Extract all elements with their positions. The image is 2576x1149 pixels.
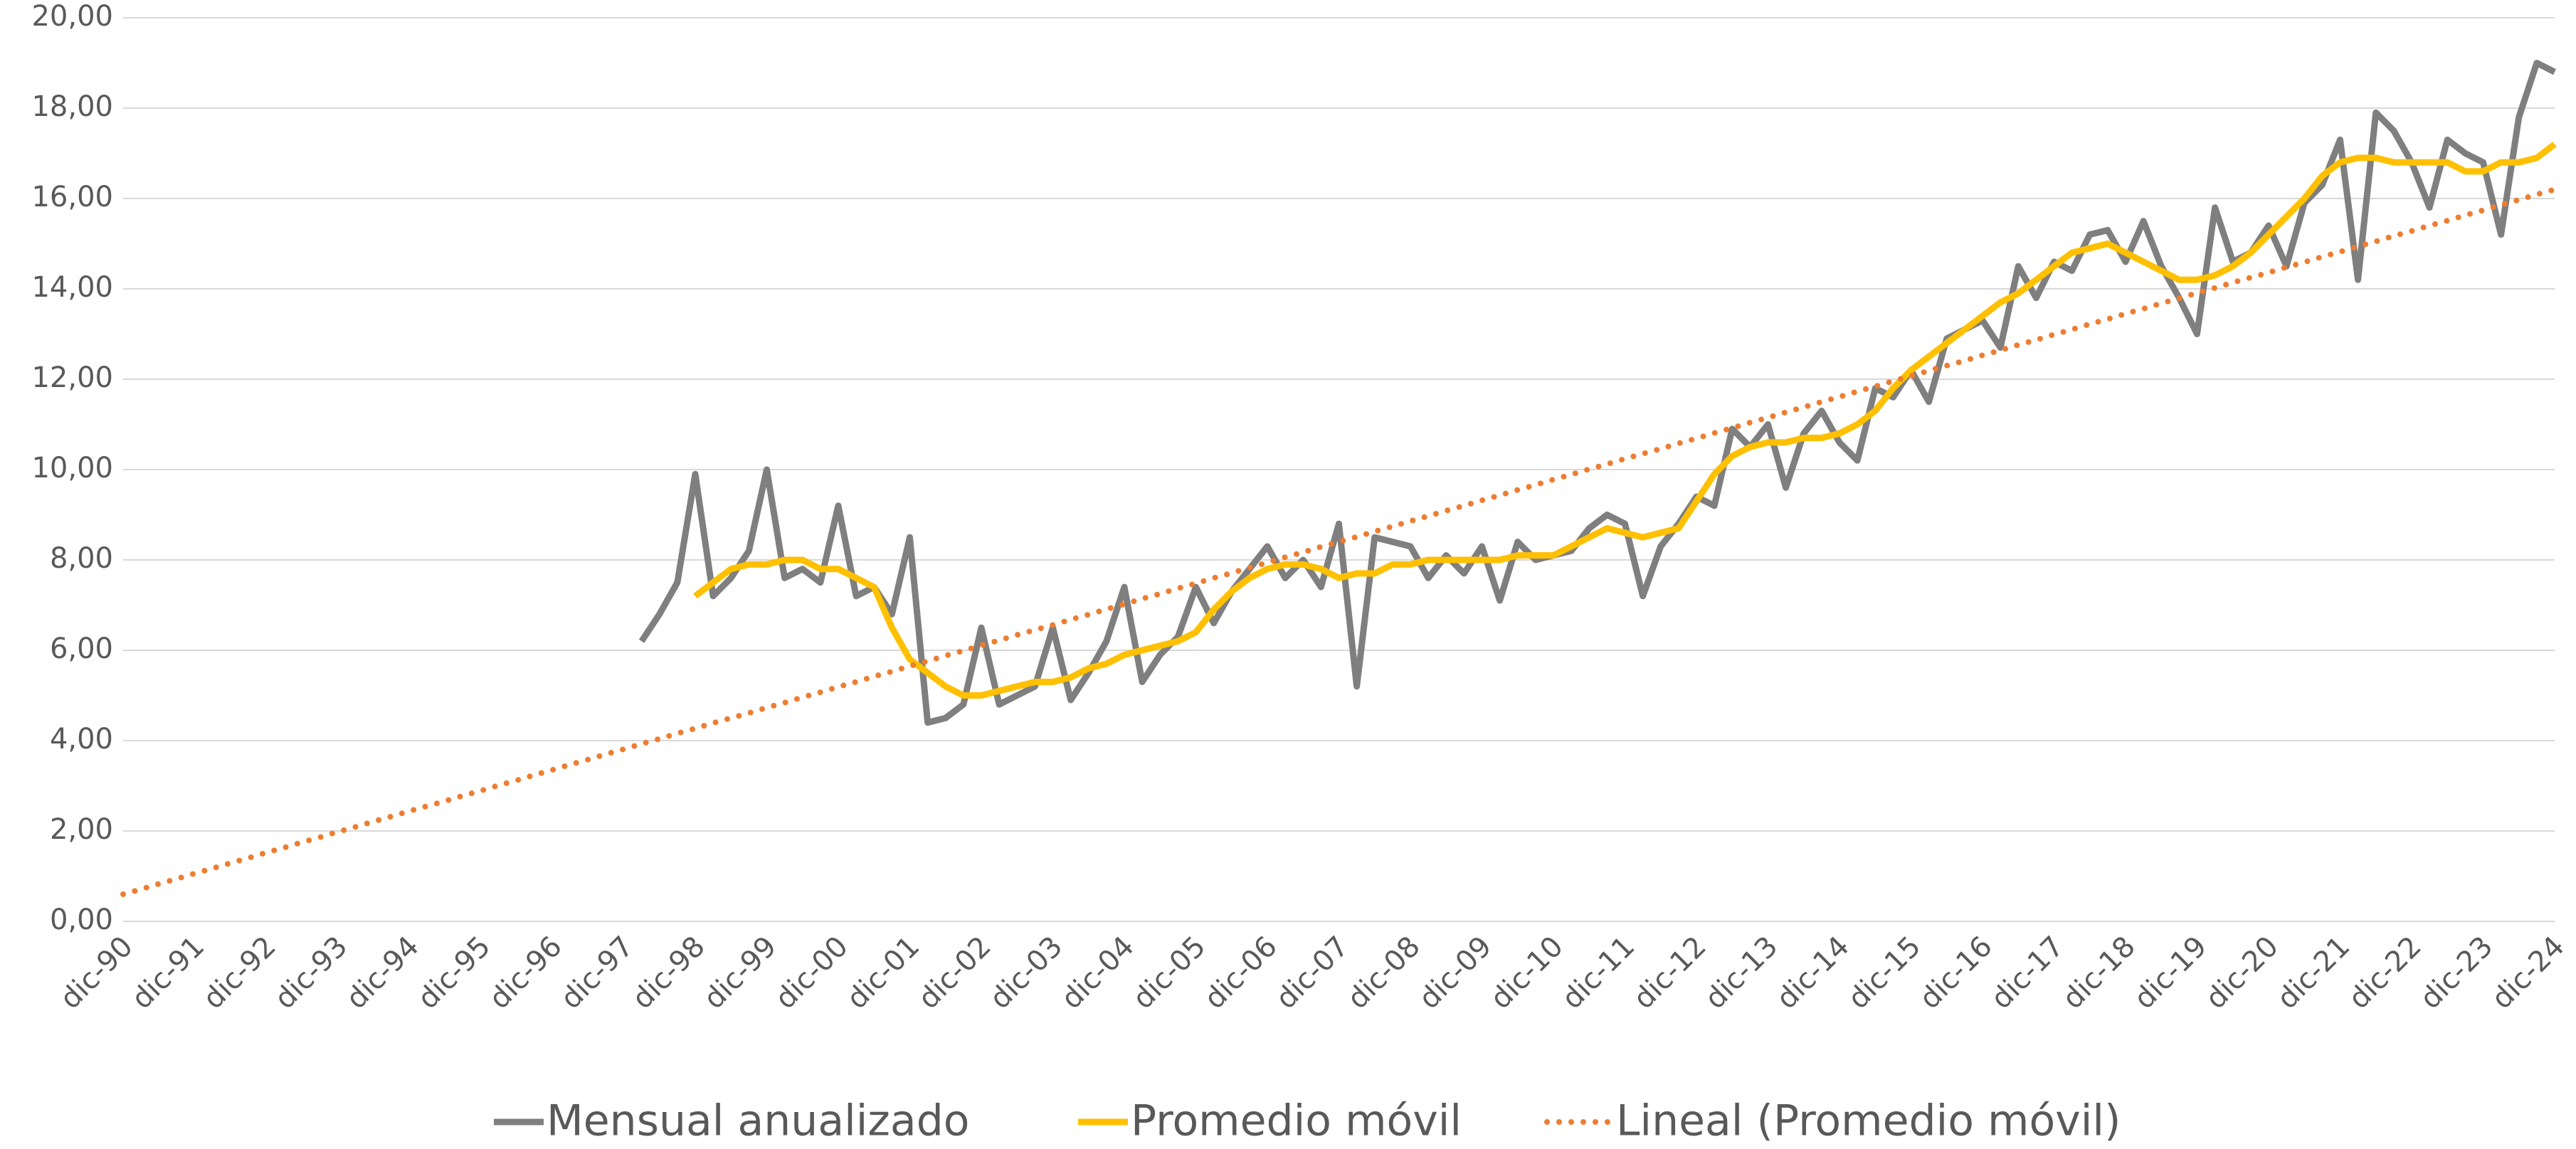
y-tick-label: 8,00 <box>50 542 113 575</box>
x-tick-label: dic-11 <box>1556 930 1641 1015</box>
y-tick-label: 10,00 <box>31 452 113 485</box>
x-tick-label: dic-02 <box>912 930 998 1015</box>
y-tick-label: 2,00 <box>50 813 113 846</box>
x-tick-label: dic-09 <box>1413 930 1498 1015</box>
x-tick-label: dic-05 <box>1126 930 1212 1015</box>
series-line <box>638 60 2557 726</box>
x-tick-label: dic-15 <box>1842 930 1927 1015</box>
x-tick-label: dic-92 <box>197 930 283 1015</box>
x-tick-label: dic-01 <box>840 930 926 1015</box>
y-tick-label: 6,00 <box>50 632 113 665</box>
series-line <box>693 142 2557 699</box>
x-tick-label: dic-93 <box>268 930 354 1015</box>
x-tick-label: dic-17 <box>1985 930 2070 1015</box>
x-tick-label: dic-94 <box>340 930 426 1015</box>
y-tick-label: 16,00 <box>31 181 113 213</box>
x-tick-label: dic-91 <box>125 930 211 1015</box>
y-tick-label: 0,00 <box>50 904 113 936</box>
x-tick-label: dic-03 <box>983 930 1069 1015</box>
x-tick-label: dic-07 <box>1269 930 1355 1015</box>
x-tick-label: dic-23 <box>2414 930 2499 1015</box>
y-tick-label: 18,00 <box>31 90 113 123</box>
y-tick-label: 20,00 <box>31 0 113 33</box>
x-tick-label: dic-24 <box>2486 930 2571 1015</box>
x-tick-label: dic-20 <box>2200 930 2285 1015</box>
x-tick-label: dic-99 <box>697 930 783 1015</box>
x-tick-label: dic-95 <box>411 930 497 1015</box>
x-tick-label: dic-00 <box>769 930 855 1015</box>
x-tick-label: dic-90 <box>54 930 139 1015</box>
x-tick-label: dic-12 <box>1627 930 1713 1015</box>
x-tick-label: dic-96 <box>483 930 569 1015</box>
x-tick-label: dic-04 <box>1055 930 1141 1015</box>
x-tick-label: dic-16 <box>1913 930 1999 1015</box>
x-tick-label: dic-98 <box>626 930 712 1015</box>
x-tick-label: dic-21 <box>2271 930 2356 1015</box>
y-tick-label: 12,00 <box>31 361 113 394</box>
legend-label: Mensual anualizado <box>547 1096 970 1146</box>
x-tick-label: dic-13 <box>1699 930 1784 1015</box>
legend-label: Promedio móvil <box>1131 1096 1462 1146</box>
x-tick-label: dic-06 <box>1198 930 1284 1015</box>
series-line <box>120 186 2557 897</box>
x-tick-label: dic-14 <box>1770 930 1856 1015</box>
x-tick-label: dic-22 <box>2343 930 2428 1015</box>
x-tick-label: dic-08 <box>1341 930 1427 1015</box>
y-tick-label: 4,00 <box>50 723 113 756</box>
x-tick-label: dic-18 <box>2057 930 2142 1015</box>
x-tick-label: dic-97 <box>554 930 640 1015</box>
x-tick-label: dic-10 <box>1484 930 1570 1015</box>
y-tick-label: 14,00 <box>31 271 113 304</box>
legend-label: Lineal (Promedio móvil) <box>1616 1096 2121 1146</box>
x-tick-label: dic-19 <box>2128 930 2213 1015</box>
